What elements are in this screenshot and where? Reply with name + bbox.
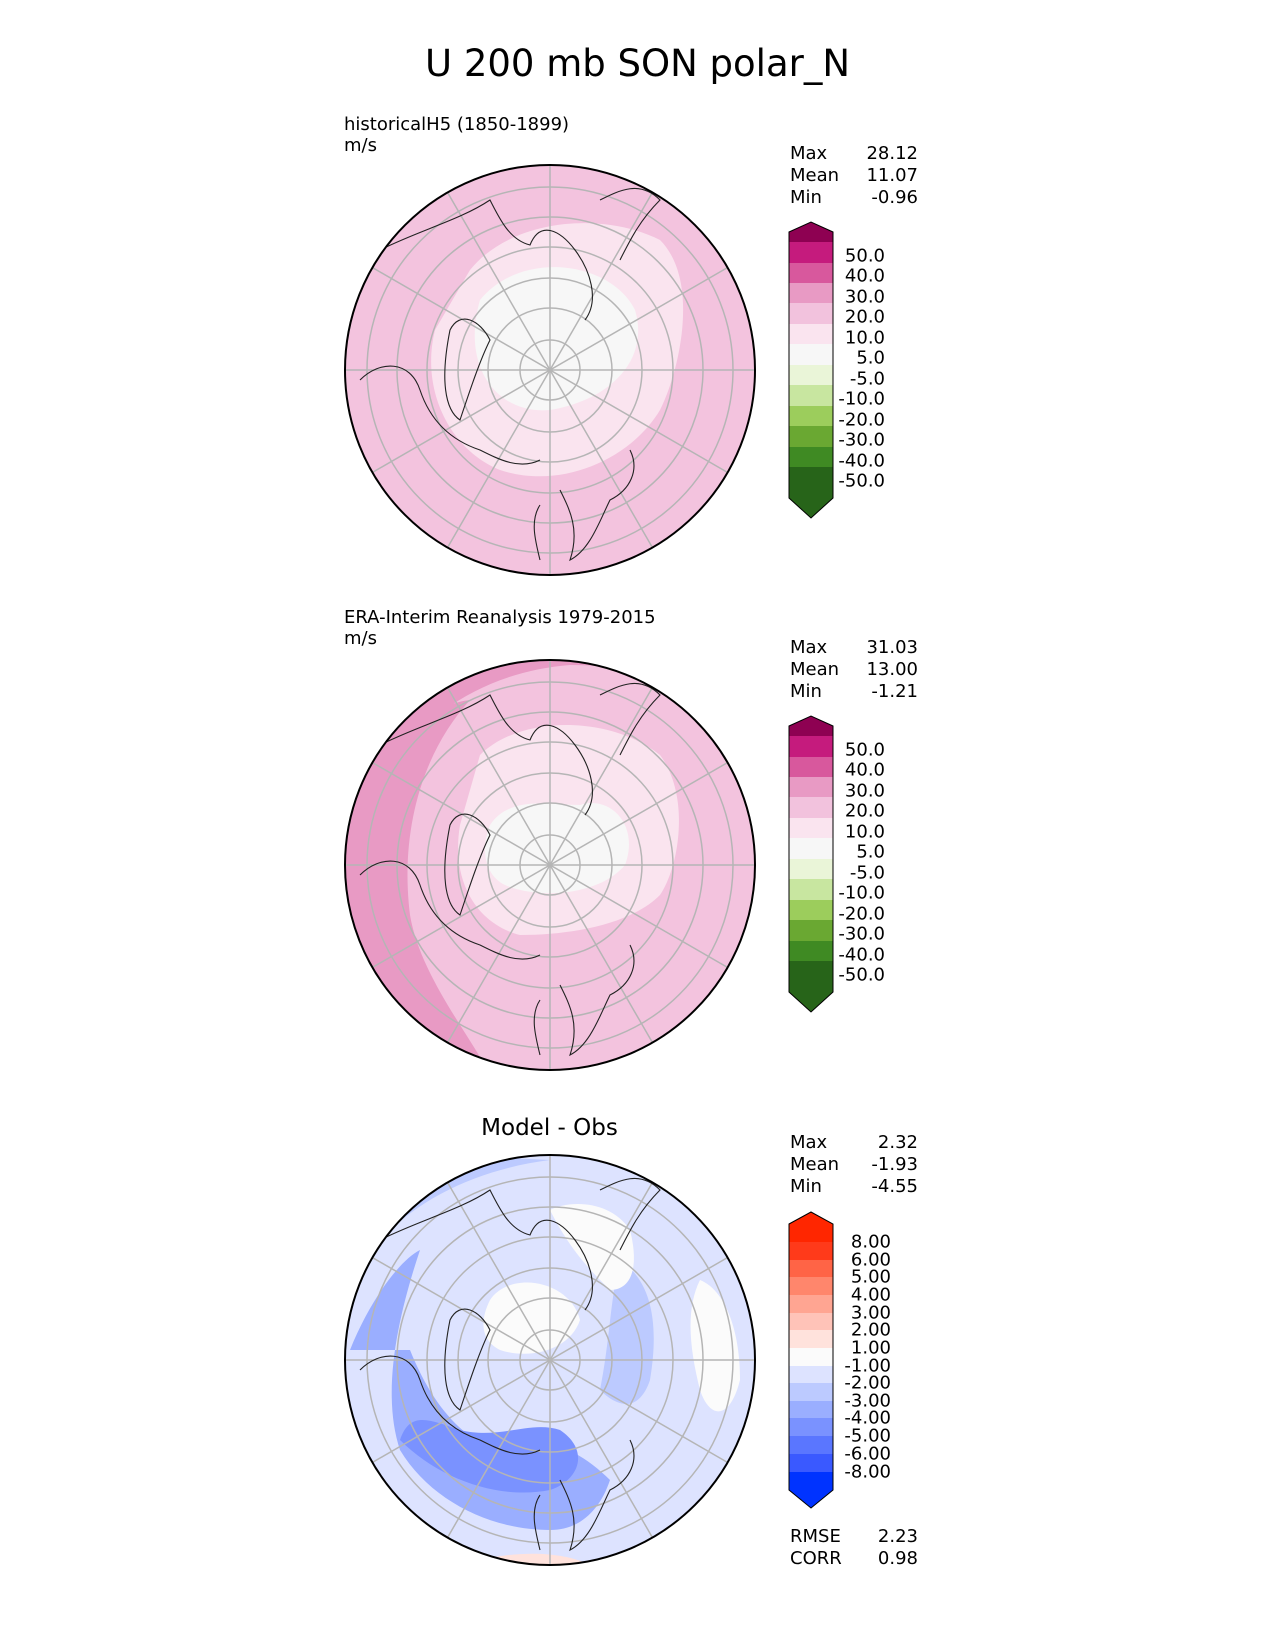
panel-2-title: ERA-Interim Reanalysis 1979-2015 [344,607,656,628]
cbar-seg [789,263,833,283]
panel-1-title: historicalH5 (1850-1899) [344,114,570,135]
cbar-seg [789,447,833,467]
cbar-seg [789,1242,833,1260]
stat-mean: Mean 13.00 [790,659,918,680]
stat-max: Max 28.12 [790,143,918,164]
cbar-seg [789,777,833,797]
cbar-bottom-tri [789,1472,833,1508]
cbar-seg [789,1313,833,1330]
cbar-seg [789,242,833,263]
cbar-seg [789,1348,833,1366]
cbar-seg [789,879,833,900]
cbar-seg [789,283,833,303]
cbar-seg [789,1277,833,1295]
panel-3-colorbar-labels: 8.00 6.00 5.00 4.00 3.00 2.00 1.00 -1.00… [844,1231,891,1483]
panel-2-colorbar-labels: 50.0 40.0 30.0 20.0 10.0 5.0 -5.0 -10.0 … [838,739,885,986]
stat-corr: CORR 0.98 [790,1548,918,1569]
panel-1-polar-map [344,164,756,576]
stat-max: Max 2.32 [790,1132,918,1153]
panel-1-units: m/s [344,135,377,156]
panel-3-footer-stats: RMSE 2.23 CORR 0.98 [790,1526,918,1570]
cbar-top-tri [789,222,833,242]
panel-2-stats: Max 31.03 Mean 13.00 Min -1.21 [790,637,918,703]
stat-mean: Mean 11.07 [790,165,918,186]
stat-mean: Mean -1.93 [790,1154,918,1175]
cbar-seg [789,736,833,757]
cbar-seg [789,303,833,324]
panel-1-stats: Max 28.12 Mean 11.07 Min -0.96 [790,143,918,209]
panel-3-title: Model - Obs [481,1115,618,1141]
cbar-seg [789,385,833,406]
stat-min: Min -1.21 [790,681,918,702]
cbar-seg [789,757,833,777]
panel-2-colorbar [788,715,834,1013]
cbar-seg [789,1295,833,1313]
cbar-seg [789,900,833,920]
panel-1-colorbar [788,221,834,519]
cbar-seg [789,920,833,941]
cbar-seg [789,1418,833,1436]
cbar-seg [789,365,833,385]
cbar-seg [789,1401,833,1418]
cbar-top-tri [789,716,833,736]
cbar-seg [789,324,833,344]
cbar-seg [789,344,833,365]
cbar-seg [789,1454,833,1472]
panel-2-units: m/s [344,628,377,649]
cbar-seg [789,859,833,879]
cbar-bottom-tri [789,467,833,518]
figure-title: U 200 mb SON polar_N [424,42,851,85]
cbar-seg [789,1330,833,1348]
cbar-seg [789,1260,833,1277]
cbar-seg [789,797,833,818]
panel-3-stats: Max 2.32 Mean -1.93 Min -4.55 [790,1132,918,1198]
cbar-seg [789,426,833,447]
cbar-seg [789,1366,833,1383]
panel-1-colorbar-labels: 50.0 40.0 30.0 20.0 10.0 5.0 -5.0 -10.0 … [838,245,885,492]
cbar-seg [789,818,833,838]
cbar-top-tri [789,1212,833,1242]
panel-3-polar-map [344,1154,756,1566]
panel-3-colorbar [788,1211,834,1509]
cbar-seg [789,1383,833,1401]
cbar-seg [789,941,833,961]
cbar-bottom-tri [789,961,833,1012]
stat-rmse: RMSE 2.23 [790,1526,918,1547]
cbar-seg [789,406,833,426]
cbar-seg [789,1436,833,1454]
panel-2-polar-map [344,659,756,1071]
stat-min: Min -0.96 [790,187,918,208]
stat-max: Max 31.03 [790,637,918,658]
cbar-seg [789,838,833,859]
stat-min: Min -4.55 [790,1176,918,1197]
